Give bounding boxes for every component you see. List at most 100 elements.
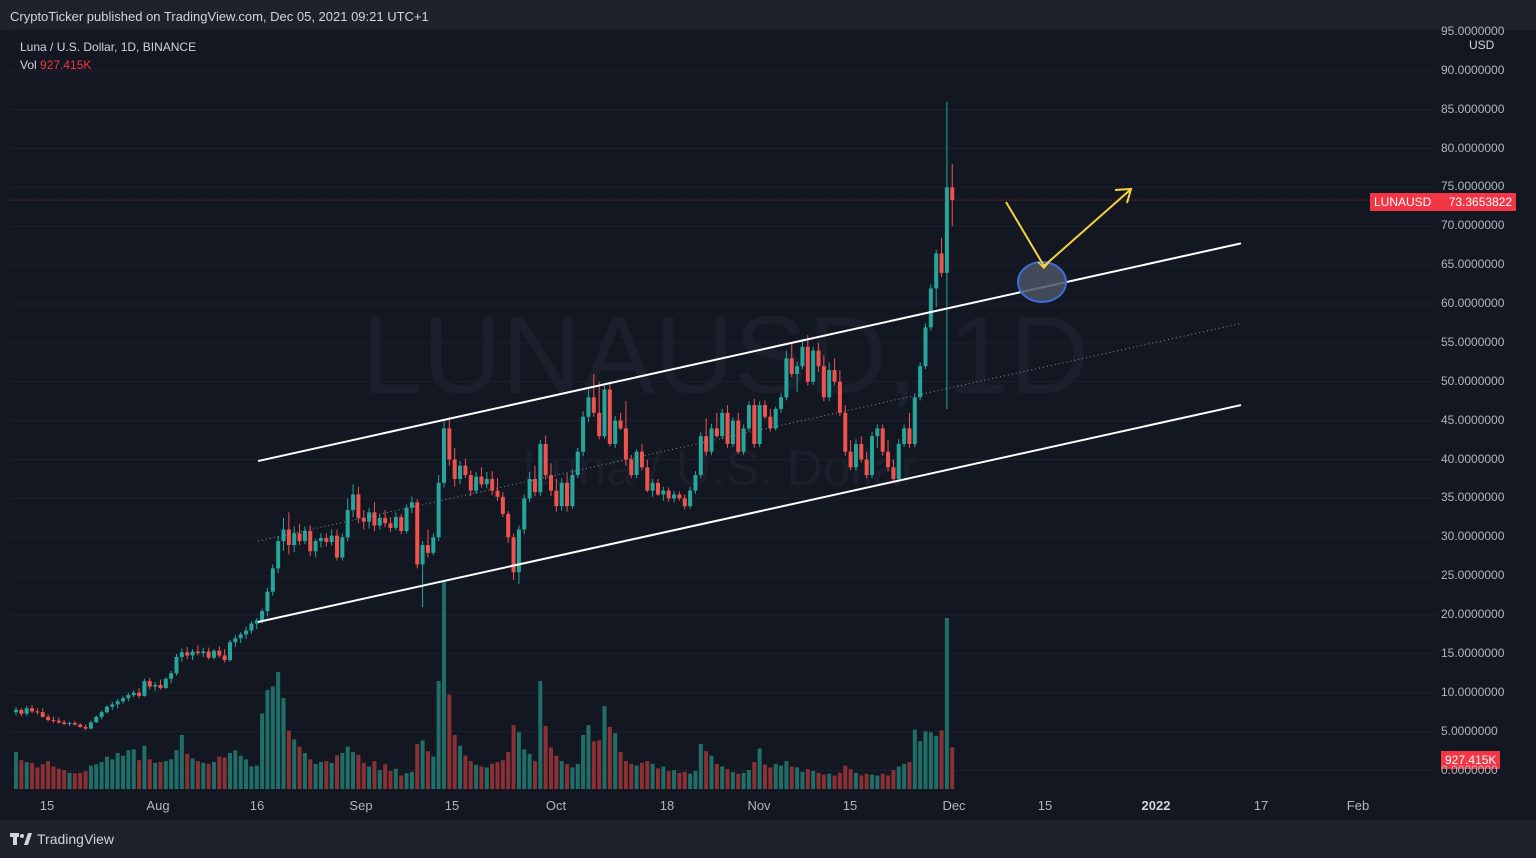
candle-body (549, 475, 553, 491)
volume-bar (206, 763, 211, 789)
candle-body (554, 490, 559, 507)
candle-body (249, 623, 254, 631)
volume-bar (51, 766, 56, 789)
volume-bar (121, 755, 125, 789)
volume-bar (463, 755, 468, 789)
time-scale-label: 17 (1253, 798, 1269, 813)
candle-body (516, 529, 521, 573)
volume-bar (340, 753, 345, 789)
candle-body (211, 650, 216, 658)
last-price-tag: LUNAUSD 73.3653822 (1370, 193, 1517, 211)
volume-bar (468, 761, 473, 789)
candle-body (35, 711, 40, 713)
candle-body (372, 512, 377, 526)
candle-body (736, 420, 741, 452)
candle-body (121, 698, 125, 702)
chart-legend: Luna / U.S. Dollar, 1D, BINANCE Vol 927.… (20, 38, 196, 74)
volume-bar (779, 765, 784, 789)
candle-body (399, 517, 404, 532)
volume-bar (939, 730, 944, 789)
volume-bar (672, 770, 677, 789)
volume-bar (730, 771, 735, 789)
volume-bar (870, 774, 874, 789)
volume-bar (757, 748, 762, 789)
candle-body (292, 533, 297, 546)
volume-bar (859, 775, 864, 789)
volume-bar (944, 618, 949, 789)
volume-bar (442, 582, 446, 789)
candle-body (709, 428, 714, 452)
candle-body (276, 541, 281, 569)
volume-bar (677, 772, 682, 789)
candle-body (623, 428, 628, 460)
volume-bar (431, 756, 436, 789)
volume-bar (543, 726, 548, 789)
candle-body (329, 535, 334, 542)
volume-bar (292, 739, 297, 789)
currency-label[interactable]: USD (1466, 38, 1498, 52)
volume-bar (281, 698, 286, 789)
candle-body (886, 451, 891, 468)
time-scale[interactable] (0, 790, 1536, 820)
candle-body (104, 706, 109, 713)
tradingview-logo[interactable]: TradingView (10, 831, 114, 847)
symbol-title[interactable]: Luna / U.S. Dollar, 1D, BINANCE (20, 40, 197, 54)
price-scale-label: 0.0000000 (1441, 762, 1498, 777)
price-scale-label: 85.0000000 (1441, 101, 1505, 116)
candle-body (495, 490, 500, 497)
candle-body (500, 496, 505, 514)
volume-bar (768, 767, 773, 789)
time-scale-label: Sep (349, 798, 373, 813)
time-scale-label: Nov (747, 798, 771, 813)
candle-body (474, 476, 479, 491)
volume-bar (752, 762, 757, 789)
candle-body (634, 451, 639, 476)
volume-bar (217, 756, 222, 789)
candle-body (805, 346, 810, 382)
candle-body (650, 482, 655, 491)
candle-body (174, 656, 179, 674)
volume-bar (158, 762, 163, 789)
volume-bar (447, 694, 452, 789)
volume-bar (853, 772, 858, 789)
candle-body (83, 726, 88, 729)
candle-body (693, 475, 698, 491)
volume-bar (763, 764, 767, 789)
candle-body (195, 651, 200, 654)
projection-arrow-tip (1037, 260, 1051, 270)
candle-body (880, 428, 885, 452)
volume-bar (201, 762, 206, 789)
price-scale-label: 75.0000000 (1441, 179, 1505, 194)
candle-body (725, 412, 730, 444)
candle-body (335, 535, 339, 558)
volume-bar (19, 760, 24, 789)
price-scale-label: 30.0000000 (1441, 529, 1505, 544)
time-scale-label: 15 (39, 798, 55, 813)
chart-pane[interactable] (10, 30, 1436, 790)
candle-body (490, 478, 495, 491)
candle-body (741, 428, 746, 452)
volume-bar (837, 772, 842, 789)
candle-body (228, 642, 232, 661)
projection-arrow-line (1005, 189, 1131, 268)
candle-body (185, 652, 190, 656)
candle-body (864, 459, 869, 476)
time-scale-label: 15 (842, 798, 858, 813)
volume-bar (554, 755, 559, 789)
candle-body (532, 478, 537, 493)
candle-body (345, 510, 350, 538)
volume-bar (784, 761, 789, 789)
volume-bar (404, 773, 409, 789)
volume-bar (618, 752, 623, 789)
volume-legend: Vol 927.415K (20, 56, 196, 74)
candle-body (800, 346, 805, 367)
target-ellipse (1017, 261, 1067, 303)
price-scale-label: 65.0000000 (1441, 257, 1505, 272)
volume-bar (746, 770, 751, 789)
candle-body (88, 722, 93, 729)
candle-body (169, 673, 174, 679)
candle-body (607, 389, 612, 444)
price-scale[interactable] (1436, 30, 1536, 790)
volume-bar (565, 764, 570, 789)
